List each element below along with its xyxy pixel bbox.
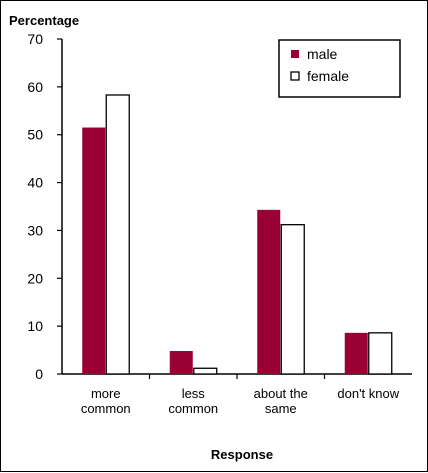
bar-female <box>105 94 130 375</box>
bar-male <box>344 332 368 374</box>
bar-male <box>169 351 193 374</box>
y-axis-label: Percentage <box>9 13 79 28</box>
x-tick-label: about the <box>254 386 308 401</box>
y-tick-label: 60 <box>27 79 43 95</box>
bar-male <box>257 209 281 374</box>
legend: male female <box>278 39 401 98</box>
y-tick-label: 20 <box>27 270 43 286</box>
legend-label-female: female <box>307 68 349 84</box>
bar-male <box>82 127 106 375</box>
x-tick-label: more <box>91 386 121 401</box>
bar-female <box>368 332 393 375</box>
x-tick-label: don't know <box>337 386 399 401</box>
x-tick-label: common <box>168 401 218 416</box>
y-tick-label: 0 <box>35 366 43 382</box>
y-tick-label: 70 <box>27 31 43 47</box>
legend-label-male: male <box>307 46 338 62</box>
y-tick-label: 40 <box>27 175 43 191</box>
x-tick-label: same <box>265 401 297 416</box>
labels: 010203040506070morecommonlesscommonabout… <box>9 13 400 462</box>
legend-box <box>278 39 401 98</box>
bar-female <box>280 224 305 375</box>
legend-swatch-female <box>290 71 300 81</box>
y-tick-label: 30 <box>27 222 43 238</box>
bar-female <box>193 367 218 375</box>
x-tick-label: common <box>81 401 131 416</box>
y-tick-label: 50 <box>27 127 43 143</box>
legend-swatch-male <box>291 50 299 58</box>
x-tick-label: less <box>182 386 206 401</box>
bars <box>82 94 393 375</box>
y-tick-label: 10 <box>27 318 43 334</box>
x-axis-label: Response <box>211 447 273 462</box>
